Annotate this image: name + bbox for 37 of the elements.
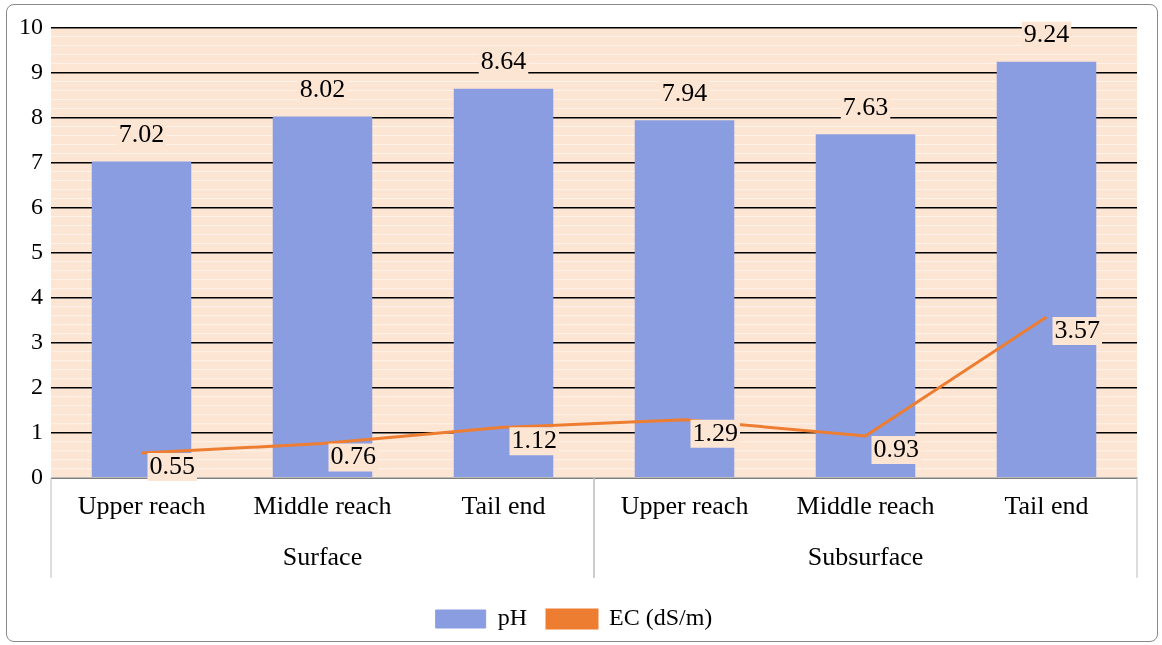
x-tick-label: Upper reach bbox=[620, 491, 749, 521]
y-tick-label: 2 bbox=[31, 373, 43, 400]
bar bbox=[634, 120, 735, 478]
x-tick-label: Tail end bbox=[1004, 491, 1089, 521]
data-label: 8.64 bbox=[480, 46, 527, 76]
y-tick-label: 1 bbox=[31, 418, 43, 445]
text: Subsurface bbox=[807, 541, 924, 571]
data-label: 1.12 bbox=[511, 425, 557, 455]
x-tick-label: Middle reach bbox=[796, 491, 935, 521]
data-label: 8.02 bbox=[299, 74, 346, 104]
data-label: 7.02 bbox=[118, 119, 165, 149]
y-tick-label: 3 bbox=[31, 327, 43, 354]
text: Surface bbox=[282, 541, 363, 571]
legend-label: pH bbox=[497, 604, 528, 631]
x-tick-label: Middle reach bbox=[253, 491, 392, 521]
data-label: 3.57 bbox=[1054, 314, 1100, 344]
data-label: 7.94 bbox=[661, 78, 708, 108]
y-tick-label: 4 bbox=[31, 282, 43, 309]
bar bbox=[453, 88, 554, 478]
legend-label: EC (dS/m) bbox=[609, 604, 713, 631]
y-tick-label: 9 bbox=[31, 57, 43, 84]
y-tick-label: 0 bbox=[31, 463, 43, 490]
y-tick-label: 6 bbox=[31, 192, 43, 219]
x-tick-label: Upper reach bbox=[77, 491, 206, 521]
y-tick-label: 5 bbox=[31, 237, 43, 264]
data-label: 0.76 bbox=[330, 441, 376, 471]
data-label: 1.29 bbox=[692, 417, 738, 447]
bar bbox=[91, 161, 192, 478]
y-tick-label: 8 bbox=[31, 102, 43, 129]
y-tick-label: 7 bbox=[31, 147, 43, 174]
data-label: 0.93 bbox=[873, 433, 919, 463]
data-label: 9.24 bbox=[1023, 19, 1070, 49]
bar bbox=[815, 134, 916, 478]
x-tick-label: Tail end bbox=[461, 491, 546, 521]
y-tick-label: 10 bbox=[19, 12, 43, 39]
data-label: 0.55 bbox=[149, 450, 195, 480]
data-label: 7.63 bbox=[842, 91, 889, 121]
